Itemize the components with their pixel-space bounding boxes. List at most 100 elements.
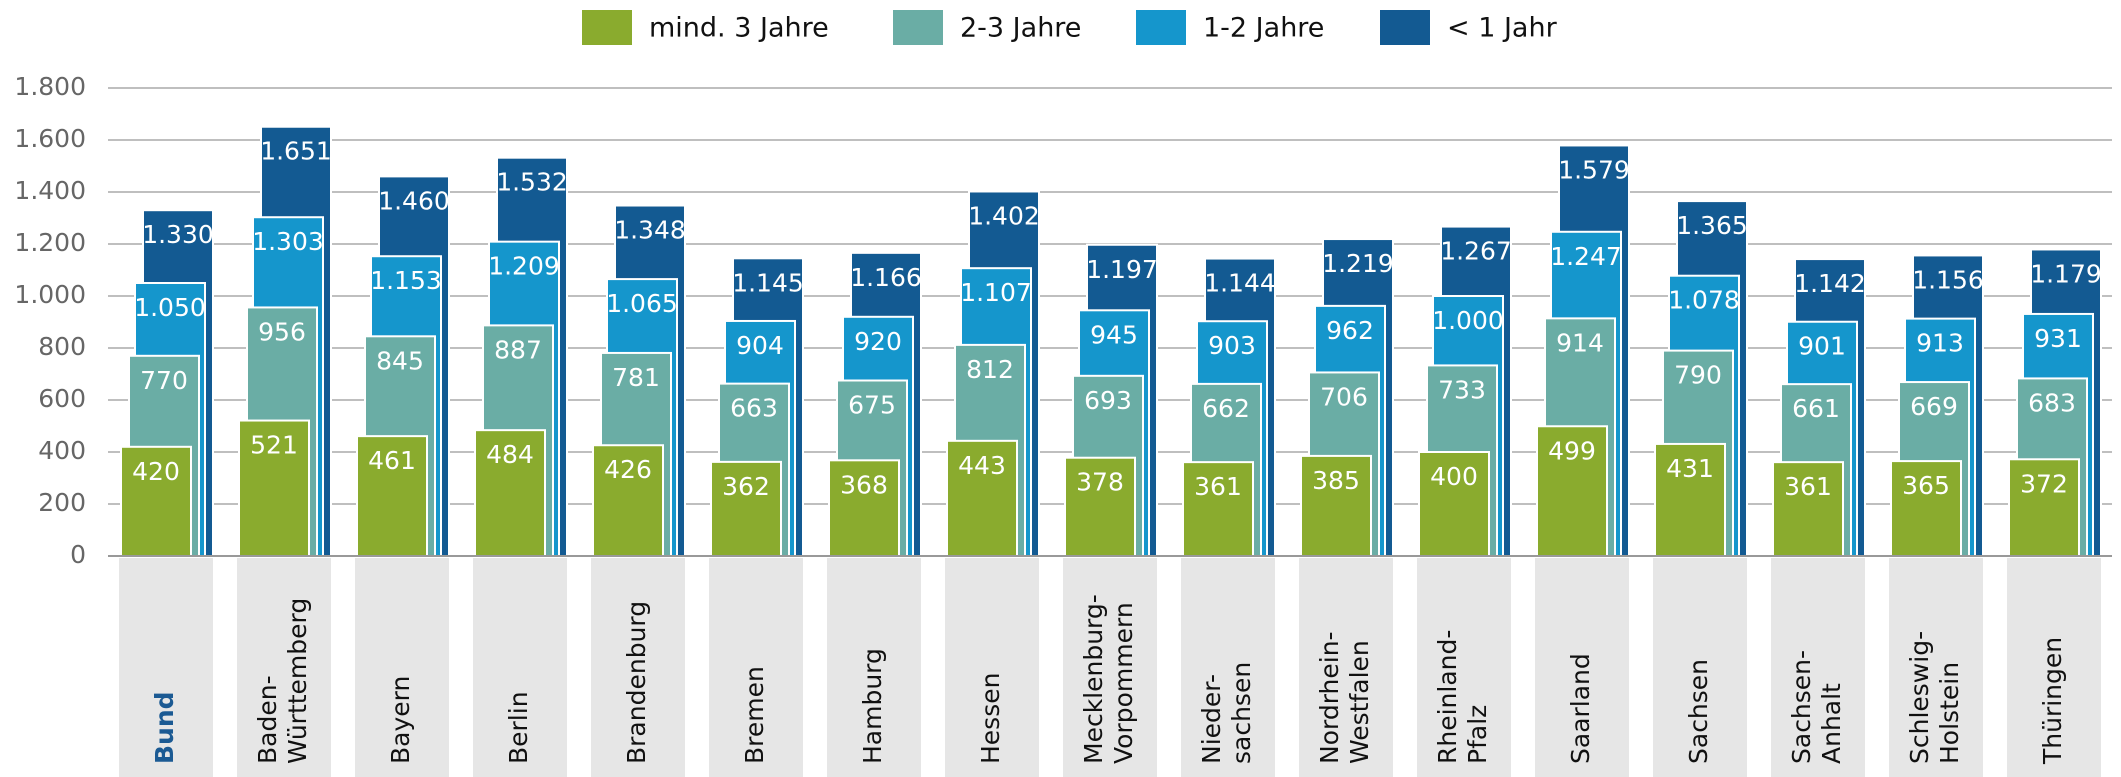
bar: [1300, 454, 1372, 557]
legend-swatch: [1380, 10, 1430, 45]
bar: [1182, 461, 1254, 558]
value-label: 1.065: [606, 289, 678, 318]
bar: [946, 439, 1018, 558]
bar: [1418, 451, 1490, 557]
category-box: [1535, 558, 1629, 777]
value-label: 1.247: [1550, 242, 1622, 271]
category-box: [1417, 558, 1511, 777]
legend-label: < 1 Jahr: [1447, 13, 1558, 44]
value-label: 706: [1320, 382, 1368, 411]
value-label: 1.651: [260, 137, 332, 166]
category-box: [1653, 558, 1747, 777]
category-box: [591, 558, 685, 777]
x-tick-label: Bayern: [386, 676, 415, 764]
legend-swatch: [893, 10, 943, 45]
category-box: [355, 558, 449, 777]
value-label: 426: [604, 455, 652, 484]
value-label: 956: [258, 317, 306, 346]
x-tick-label: Bremen: [740, 666, 769, 764]
category-box: [1181, 558, 1275, 777]
x-tick-label: Hamburg: [858, 648, 887, 764]
value-label: 683: [2028, 388, 2076, 417]
y-tick-label: 0: [70, 540, 86, 569]
value-label: 669: [1910, 392, 1958, 421]
value-label: 920: [854, 327, 902, 356]
value-label: 661: [1792, 394, 1840, 423]
value-label: 1.078: [1668, 286, 1740, 315]
category-box: [1063, 558, 1157, 777]
bar: [238, 419, 310, 558]
value-label: 1.000: [1432, 306, 1504, 335]
value-label: 1.209: [488, 252, 560, 281]
category-box: [1771, 558, 1865, 777]
value-label: 461: [368, 446, 416, 475]
value-label: 903: [1208, 331, 1256, 360]
category-box: [945, 558, 1039, 777]
x-tick-label: Sachsen-Anhalt: [1787, 650, 1846, 764]
value-label: 1.460: [378, 186, 450, 215]
y-tick-label: 1.600: [14, 124, 86, 153]
value-label: 901: [1798, 332, 1846, 361]
value-label: 1.532: [496, 168, 568, 197]
value-label: 1.303: [252, 227, 324, 256]
bar: [1536, 425, 1608, 558]
value-label: 790: [1674, 361, 1722, 390]
bar: [120, 445, 192, 557]
y-tick-label: 1.800: [14, 72, 86, 101]
value-label: 1.330: [142, 220, 214, 249]
value-label: 1.050: [134, 293, 206, 322]
x-tick-label: Thüringen: [2038, 637, 2067, 765]
y-tick-label: 200: [38, 488, 86, 517]
legend-label: 1-2 Jahre: [1203, 13, 1324, 44]
x-tick-label: Nieder-sachsen: [1197, 662, 1256, 764]
legend-label: mind. 3 Jahre: [649, 13, 829, 44]
value-label: 931: [2034, 324, 2082, 353]
value-label: 845: [376, 346, 424, 375]
y-tick-label: 600: [38, 384, 86, 413]
category-box: [709, 558, 803, 777]
value-label: 1.348: [614, 216, 686, 245]
y-tick-label: 1.400: [14, 176, 86, 205]
value-label: 1.197: [1086, 255, 1158, 284]
category-box: [1889, 558, 1983, 777]
value-label: 770: [140, 366, 188, 395]
value-label: 431: [1666, 454, 1714, 483]
x-tick-label: Nordrhein-Westfalen: [1315, 631, 1374, 764]
x-tick-label: Sachsen: [1684, 659, 1713, 764]
value-label: 1.107: [960, 278, 1032, 307]
value-label: 443: [958, 451, 1006, 480]
category-box: [1299, 558, 1393, 777]
value-label: 1.166: [850, 263, 922, 292]
value-label: 521: [250, 431, 298, 460]
value-label: 1.144: [1204, 269, 1276, 298]
value-label: 1.267: [1440, 237, 1512, 266]
category-box: [119, 558, 213, 777]
value-label: 378: [1076, 468, 1124, 497]
value-label: 400: [1430, 462, 1478, 491]
bar: [1772, 461, 1844, 558]
value-label: 887: [494, 335, 542, 364]
x-tick-label: Rheinland-Pfalz: [1433, 630, 1492, 764]
value-label: 1.145: [732, 268, 804, 297]
value-label: 733: [1438, 375, 1486, 404]
y-tick-label: 400: [38, 436, 86, 465]
value-label: 781: [612, 363, 660, 392]
category-box: [2007, 558, 2101, 777]
value-label: 362: [722, 472, 770, 501]
x-tick-label: Brandenburg: [622, 601, 651, 764]
value-label: 812: [966, 355, 1014, 384]
value-label: 1.142: [1794, 269, 1866, 298]
x-tick-label: Bund: [150, 691, 179, 764]
value-label: 499: [1548, 436, 1596, 465]
x-tick-label: Schleswig-Holstein: [1905, 631, 1964, 764]
value-label: 663: [730, 394, 778, 423]
bar: [828, 459, 900, 558]
category-box: [473, 558, 567, 777]
bar: [1654, 442, 1726, 557]
value-label: 1.579: [1558, 155, 1630, 184]
x-tick-label: Mecklenburg-Vorpommern: [1079, 594, 1138, 764]
value-label: 420: [132, 457, 180, 486]
value-label: 904: [736, 331, 784, 360]
legend-label: 2-3 Jahre: [960, 13, 1081, 44]
